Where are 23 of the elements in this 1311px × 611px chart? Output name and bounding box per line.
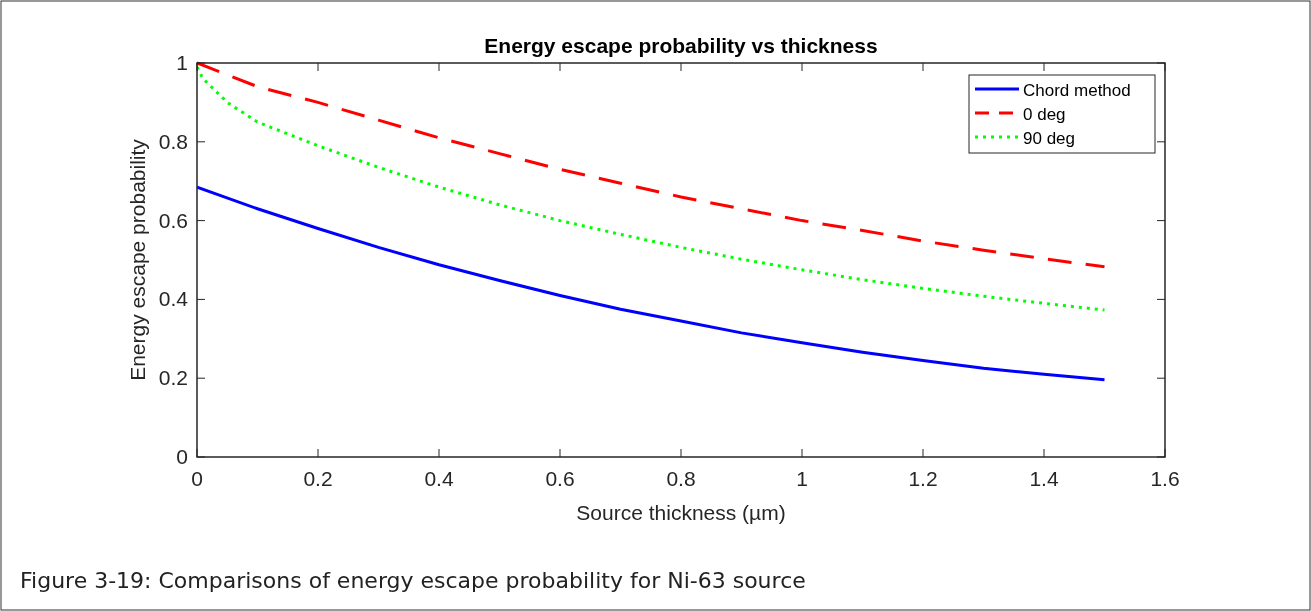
y-tick-label: 1	[176, 51, 188, 74]
y-tick-label: 0.2	[158, 366, 188, 390]
y-tick-label: 0.6	[158, 208, 188, 232]
x-tick-label: 1.6	[1150, 467, 1180, 490]
y-tick-label: 0.4	[158, 287, 189, 311]
x-tick-label: 0.2	[303, 467, 333, 490]
legend-label: 0 deg	[1023, 105, 1066, 124]
line-series	[197, 185, 1106, 382]
caption: Figure 3-19: Comparisons of energy escape probability for Ni-63 source	[20, 568, 806, 593]
y-tick-label: 0.8	[158, 129, 188, 153]
chart-title: Energy escape probability vs thickness	[484, 34, 878, 57]
y-tick-label: 0	[176, 445, 188, 468]
x-tick-label: 1.2	[908, 467, 938, 490]
x-axis-title: Source thickness (µm)	[576, 501, 786, 524]
x-tick-label: 0.6	[545, 467, 575, 490]
x-tick-label: 0.4	[424, 467, 454, 490]
x-tick-label: 0.8	[666, 467, 696, 490]
x-tick-label: 0	[191, 467, 203, 490]
y-axis-title: Energy escape probability	[126, 138, 149, 381]
x-tick-label: 1	[796, 467, 808, 490]
x-tick-label: 1.4	[1029, 467, 1059, 490]
legend-label: 90 deg	[1023, 129, 1075, 148]
legend-label: Chord method	[1023, 81, 1131, 100]
